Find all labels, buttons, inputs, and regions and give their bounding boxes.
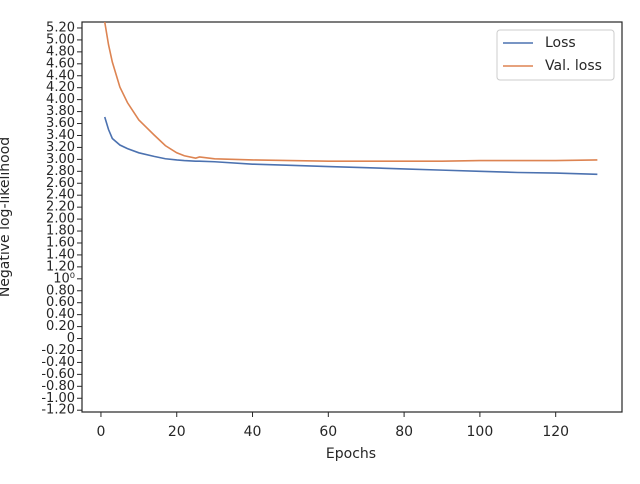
x-tick-label: 100	[467, 424, 494, 440]
y-tick-label: 3.60	[46, 116, 75, 131]
y-tick-label: 0.20	[46, 319, 75, 334]
y-tick-label: -0.60	[41, 367, 75, 382]
y-tick-label: 4.60	[46, 56, 75, 71]
y-tick-label: 4.40	[46, 68, 75, 83]
line-series	[103, 22, 598, 162]
y-tick-label: -1.20	[41, 403, 75, 418]
y-tick-label: 2.60	[46, 176, 75, 191]
y-tick-label: 0.80	[46, 283, 75, 298]
legend-label: Loss	[545, 35, 576, 51]
y-tick-label: 1.80	[46, 224, 75, 239]
x-tick-label: 20	[168, 424, 186, 440]
y-tick-label: 4.80	[46, 44, 75, 59]
x-tick-label: 40	[244, 424, 262, 440]
y-tick-label: -1.00	[41, 391, 75, 406]
y-tick-label: 1.60	[46, 235, 75, 250]
y-tick-label: 1.40	[46, 247, 75, 262]
y-tick-label: 2.80	[46, 164, 75, 179]
y-tick-label: 2.00	[46, 212, 75, 227]
y-tick-label: -0.20	[41, 343, 75, 358]
y-axis-label: Negative log-likelihood	[0, 137, 13, 297]
y-tick-label: 3.40	[46, 128, 75, 143]
y-tick-label: 10⁰	[53, 271, 75, 286]
line-series	[103, 116, 598, 176]
y-tick-label: 4.20	[46, 80, 75, 95]
y-tick-label: 0.40	[46, 307, 75, 322]
y-tick-label: 3.20	[46, 140, 75, 155]
y-tick-label: 0	[67, 331, 75, 346]
y-tick-label: 2.40	[46, 188, 75, 203]
y-tick-label: 1.20	[46, 259, 75, 274]
x-axis-label: Epochs	[326, 446, 376, 462]
y-tick-label: -0.80	[41, 379, 75, 394]
y-tick-label: 3.80	[46, 104, 75, 119]
y-tick-label: 0.60	[46, 295, 75, 310]
x-tick-label: 80	[395, 424, 413, 440]
x-tick-label: 0	[96, 424, 105, 440]
y-tick-label: 5.20	[46, 20, 75, 35]
x-tick-label: 60	[319, 424, 337, 440]
y-tick-label: -0.40	[41, 355, 75, 370]
y-tick-label: 2.20	[46, 200, 75, 215]
legend-label: Val. loss	[545, 58, 602, 74]
y-tick-label: 4.00	[46, 92, 75, 107]
y-tick-label: 3.00	[46, 152, 75, 167]
y-tick-label: 5.00	[46, 32, 75, 47]
plot-frame	[81, 21, 623, 413]
x-tick-label: 120	[542, 424, 569, 440]
